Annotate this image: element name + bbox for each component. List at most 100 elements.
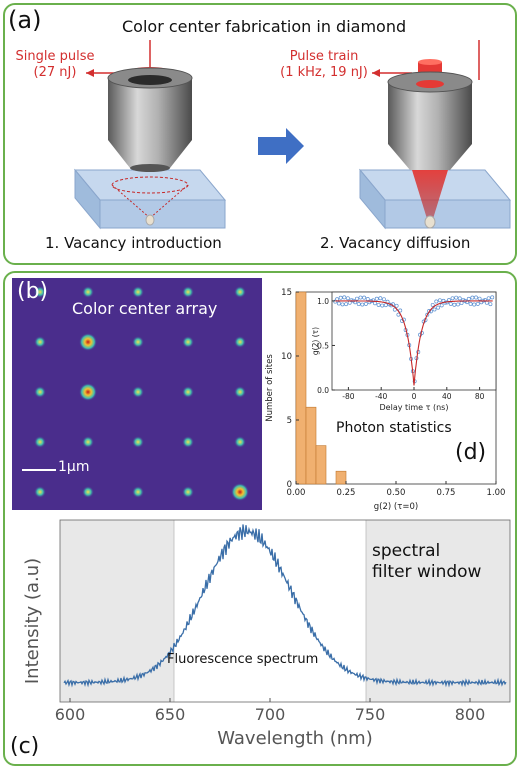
scalebar-label: 1µm — [58, 459, 90, 475]
histogram-ytick-label: 10 — [281, 352, 292, 362]
inset-data-point — [466, 296, 471, 301]
color-center-dot — [132, 486, 144, 498]
inset-data-point — [434, 299, 439, 304]
inset-data-point — [344, 302, 349, 307]
histogram-xtick-label: 0.50 — [387, 488, 406, 498]
histogram-xtick-label: 0.00 — [287, 488, 306, 498]
inset-data-point — [490, 295, 495, 300]
color-center-dot — [34, 336, 46, 348]
inset-data-point — [363, 301, 368, 306]
inset-data-point — [371, 298, 376, 303]
inset-ylabel: g(2) (τ) — [311, 327, 320, 355]
color-center-dot — [79, 383, 97, 401]
inset-xtick-label: 80 — [475, 392, 485, 401]
histogram-ytick-label: 5 — [287, 416, 292, 426]
color-center-dot — [234, 436, 246, 448]
color-center-dot — [231, 483, 249, 501]
inset-data-point — [472, 302, 477, 307]
histogram-bar — [315, 445, 327, 485]
inset-data-point — [383, 303, 388, 308]
inset-xtick-label: -80 — [342, 392, 354, 401]
color-center-dot — [82, 286, 94, 298]
inset-data-point — [475, 301, 480, 306]
spectrum-xtick-label: 700 — [255, 705, 286, 724]
left-pulse-line1: Single pulse — [15, 49, 95, 64]
inset-data-point — [354, 296, 359, 301]
inset-data-point — [436, 305, 441, 310]
filter-label-line2: filter window — [372, 562, 482, 582]
color-center-dot — [82, 436, 94, 448]
inset-ytick-label: 1.0 — [317, 297, 329, 306]
inset-data-point — [457, 296, 462, 301]
inset-data-point — [349, 298, 354, 303]
inset-data-point — [356, 301, 361, 306]
objective-lens-icon — [107, 67, 193, 226]
inset-data-point — [450, 296, 455, 301]
inset-data-point — [333, 299, 338, 304]
inset-data-point — [340, 302, 345, 307]
inset-xtick-label: -40 — [375, 392, 387, 401]
panel-d-chart: 0.00 0.25 0.50 0.75 1.00 0 5 10 15 Number of site… — [265, 288, 506, 512]
color-center-dot — [132, 336, 144, 348]
inset-ytick-label: 0.0 — [317, 386, 329, 395]
inset-data-point — [360, 302, 365, 307]
color-center-array-image — [12, 278, 262, 510]
panel-b-letter: (b) — [17, 279, 49, 304]
color-center-dot — [132, 436, 144, 448]
step2-caption: 2. Vacancy diffusion — [320, 234, 471, 252]
panel-a-illustration — [73, 40, 512, 230]
array-svg — [34, 286, 249, 501]
histogram-xtick-label: 1.00 — [487, 488, 506, 498]
inset-data-point — [380, 303, 385, 308]
inset-data-point — [456, 302, 460, 307]
panel-c-letter: (c) — [10, 734, 40, 759]
inset-data-point — [358, 295, 363, 300]
inset-data-point — [336, 301, 341, 306]
spectrum-ylabel: Intensity (a.u) — [22, 558, 43, 684]
color-center-dot — [234, 386, 246, 398]
histogram-ytick-label: 0 — [287, 480, 292, 490]
panel-c-chart: 600 650 700 750 800 Wavelength (nm) Intensity … — [22, 519, 511, 749]
histogram-ylabel: Number of sites — [265, 354, 275, 422]
spectrum-line — [63, 524, 507, 688]
inset-data-point — [425, 312, 430, 317]
panel-a-title: Color center fabrication in diamond — [122, 17, 407, 36]
color-center-dot — [182, 436, 194, 448]
inset-data-point — [394, 303, 399, 308]
inset-data-point — [470, 295, 475, 300]
inset-data-point — [486, 296, 491, 301]
inset-fit-line — [335, 300, 493, 386]
scalebar-line — [22, 469, 56, 471]
inset-axes-box — [331, 291, 497, 391]
histogram-xtick-label: 0.75 — [437, 488, 456, 498]
spectrum-axes-box — [59, 519, 511, 703]
histogram-ytick-label: 15 — [281, 288, 292, 298]
histogram-xtick-label: 0.25 — [337, 488, 356, 498]
right-arrow-icon — [258, 128, 304, 164]
inset-data-point — [432, 307, 437, 312]
diamond-slab-icon — [73, 168, 227, 230]
color-center-dot — [34, 286, 46, 298]
inset-xtick-label: 40 — [442, 392, 452, 401]
filter-window-label: spectral filter window — [372, 541, 481, 583]
color-center-dot — [82, 486, 94, 498]
color-center-dot — [132, 386, 144, 398]
right-pulse-line1: Pulse train — [289, 49, 359, 64]
color-center-dot — [234, 336, 246, 348]
histogram-bar — [305, 406, 317, 485]
panel-bcd-frame — [3, 271, 517, 766]
inset-data-point — [454, 295, 459, 300]
inset-xlabel: Delay time τ (ns) — [380, 403, 449, 412]
color-center-dot — [182, 286, 194, 298]
color-center-dot — [34, 486, 46, 498]
inset-data-point — [382, 297, 386, 302]
histogram-xlabel: g(2) (τ=0) — [374, 502, 418, 512]
right-pulse-line2: (1 kHz, 19 nJ) — [280, 65, 368, 80]
spectrum-xtick-label: 750 — [355, 705, 386, 724]
inset-data-point — [452, 302, 457, 307]
inset-data-point — [378, 296, 383, 301]
inset-data-point — [474, 295, 478, 300]
inset-data-point — [338, 295, 343, 300]
filter-shade-left — [60, 520, 174, 702]
inset-ytick-label: 0.5 — [317, 341, 329, 350]
